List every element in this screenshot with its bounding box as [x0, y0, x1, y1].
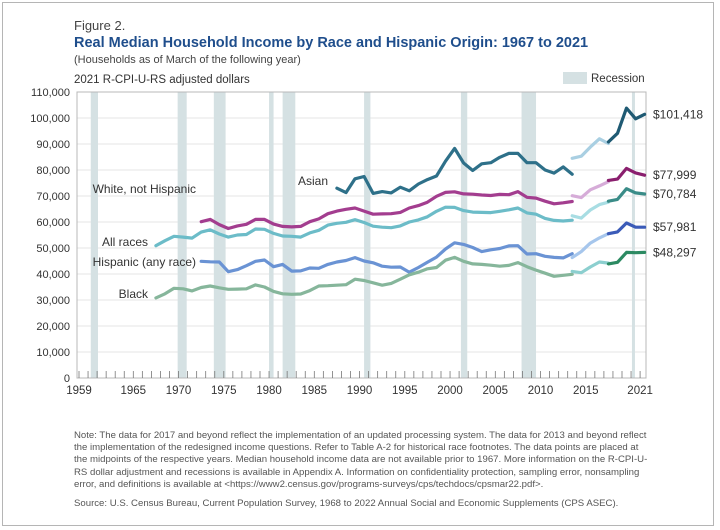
x-tick-label: 1965 — [121, 385, 147, 397]
y-tick-label: 80,000 — [36, 165, 70, 177]
recession-band — [90, 92, 99, 378]
chart-notes: Note: The data for 2017 and beyond refle… — [74, 430, 648, 490]
end-value-label-black: $48,297 — [653, 245, 697, 259]
x-tick-label: 2000 — [437, 385, 463, 397]
y-tick-label: 30,000 — [36, 295, 70, 307]
x-tick-label: 1995 — [392, 385, 418, 397]
x-tick-label: 1985 — [302, 385, 328, 397]
end-value-label-all-races: $70,784 — [653, 187, 697, 201]
x-tick-label: 1970 — [166, 385, 192, 397]
x-tick-label: 2021 — [627, 385, 653, 397]
x-tick-label: 2005 — [483, 385, 509, 397]
series-line-white-not-hispanic — [606, 166, 647, 182]
y-axis-label: 2021 R-CPI-U-RS adjusted dollars — [74, 74, 250, 86]
recession-band — [177, 92, 187, 378]
series-line-asian — [606, 106, 647, 144]
series-line-black — [606, 250, 647, 266]
series-line-all-races — [570, 200, 611, 220]
chart-subtitle: (Households as of March of the following… — [74, 54, 301, 66]
figure-label: Figure 2. — [74, 18, 126, 33]
series-line-white-not-hispanic — [570, 180, 611, 200]
series-label-all-races: All races — [102, 235, 148, 249]
y-tick-label: 110,000 — [31, 87, 70, 99]
series-line-asian — [335, 146, 574, 195]
figure-frame — [2, 2, 714, 526]
series-line-hispanic-any-race — [606, 221, 647, 236]
y-tick-label: 20,000 — [36, 321, 70, 333]
y-tick-label: 90,000 — [36, 139, 70, 151]
recession-band — [364, 92, 371, 378]
series-line-hispanic-any-race — [570, 232, 611, 260]
legend-recession-swatch — [563, 72, 587, 84]
series-line-hispanic-any-race — [199, 241, 574, 274]
recession-band — [460, 92, 468, 378]
series-line-all-races — [154, 205, 574, 248]
y-tick-label: 100,000 — [30, 113, 70, 125]
series-line-white-not-hispanic — [199, 190, 574, 231]
x-tick-label: 1975 — [211, 385, 237, 397]
series-line-black — [570, 260, 611, 275]
x-tick-label: 1990 — [347, 385, 373, 397]
x-tick-label: 1959 — [66, 385, 92, 397]
plot-area — [76, 91, 647, 379]
series-line-asian — [570, 137, 611, 160]
y-tick-label: 70,000 — [36, 191, 70, 203]
series-label-black: Black — [119, 287, 149, 301]
x-tick-label: 1980 — [256, 385, 282, 397]
series-line-all-races — [606, 187, 647, 203]
end-value-label-hispanic-any-race: $57,981 — [653, 220, 697, 234]
y-tick-label: 60,000 — [36, 217, 70, 229]
recession-band — [521, 92, 537, 378]
series-label-hispanic-any-race: Hispanic (any race) — [93, 255, 196, 269]
x-tick-label: 2015 — [573, 385, 599, 397]
y-tick-label: 10,000 — [36, 347, 70, 359]
end-value-label-white-not-hispanic: $77,999 — [653, 168, 697, 182]
series-label-white-not-hispanic: White, not Hispanic — [93, 182, 196, 196]
legend-recession-label: Recession — [591, 73, 645, 85]
y-tick-label: 0 — [64, 373, 70, 385]
recession-band — [631, 92, 635, 378]
recession-band — [269, 92, 274, 378]
series-line-black — [154, 255, 574, 300]
y-tick-label: 50,000 — [36, 243, 70, 255]
x-tick-label: 2010 — [528, 385, 554, 397]
y-tick-label: 40,000 — [36, 269, 70, 281]
chart-title: Real Median Household Income by Race and… — [74, 35, 589, 51]
chart-source: Source: U.S. Census Bureau, Current Popu… — [74, 498, 619, 509]
series-label-asian: Asian — [298, 174, 328, 188]
end-value-label-asian: $101,418 — [653, 107, 703, 121]
